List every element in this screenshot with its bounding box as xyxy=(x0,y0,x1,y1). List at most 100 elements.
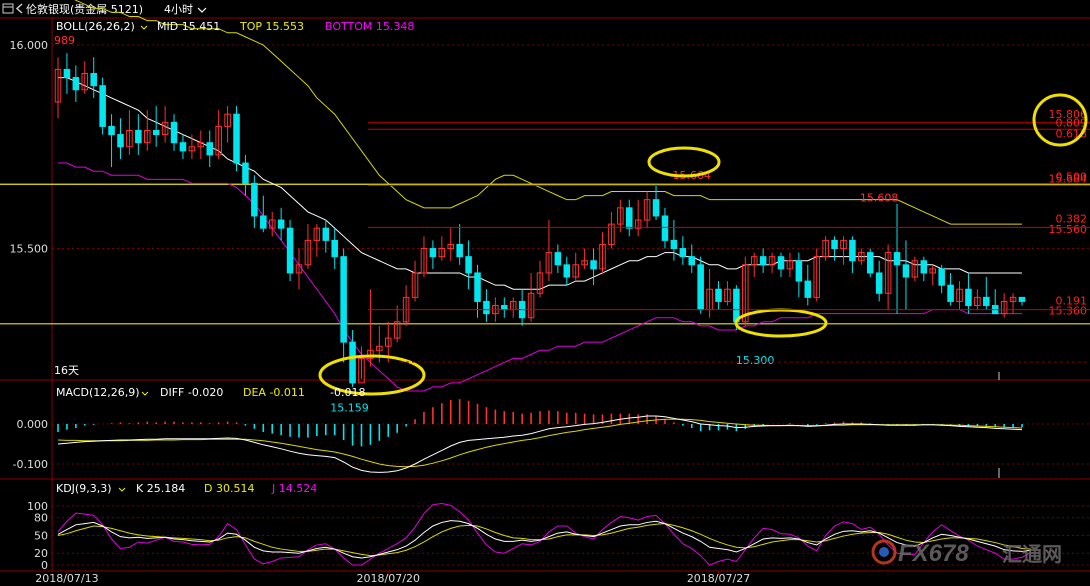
candle xyxy=(840,236,847,265)
candle xyxy=(911,256,919,282)
candle xyxy=(465,240,472,290)
candle-body xyxy=(822,239,829,258)
price-annotation: 15.159 xyxy=(330,401,369,414)
candle-body xyxy=(197,142,205,148)
candle xyxy=(72,65,80,102)
candle-body xyxy=(90,72,97,87)
candle xyxy=(983,277,990,310)
candle xyxy=(331,228,338,269)
boll-legend: BOLL(26,26,2) MID 15.451 TOP 15.553 BOTT… xyxy=(56,20,414,33)
candle-body xyxy=(599,243,606,270)
candle-body xyxy=(875,272,883,294)
candle xyxy=(590,248,597,286)
dea-line xyxy=(57,418,1023,468)
candle xyxy=(358,346,365,384)
fib-label: 0.191 xyxy=(1056,295,1088,308)
legend-chevron-icon[interactable] xyxy=(141,391,149,396)
candle xyxy=(304,224,312,269)
candle xyxy=(268,211,276,237)
candle xyxy=(99,77,106,135)
candle-body xyxy=(447,243,455,250)
candle-body xyxy=(63,68,71,79)
candle-body xyxy=(465,256,472,274)
candle-body xyxy=(313,227,321,241)
candle xyxy=(81,61,89,94)
legend-chevron-icon[interactable] xyxy=(118,487,126,492)
candle-body xyxy=(295,264,303,274)
kdj-legend-d: D 30.514 xyxy=(204,482,254,495)
boll-legend-bottom: BOTTOM 15.348 xyxy=(325,20,414,33)
candle-body xyxy=(974,296,981,307)
candle xyxy=(197,130,205,159)
fib-label: 0.809 xyxy=(1056,117,1088,130)
x-axis: 2018/07/13 2018/07/20 2018/07/27 xyxy=(35,571,750,585)
highlight-circle xyxy=(318,354,426,396)
candle-body xyxy=(152,129,160,136)
macd-panel: 0.000 -0.100 MACD(12,26,9) DIFF -0.020 DE… xyxy=(13,386,1090,478)
candle xyxy=(260,195,267,233)
candle xyxy=(554,244,562,273)
candle-body xyxy=(224,113,231,127)
candle xyxy=(697,256,704,314)
candle xyxy=(715,281,722,310)
candle xyxy=(518,289,526,326)
y-tick-label: 80 xyxy=(34,512,48,525)
j-line xyxy=(57,503,1032,566)
candle-body xyxy=(697,264,704,311)
candle xyxy=(875,260,883,302)
candle-body xyxy=(483,300,490,315)
candle xyxy=(179,134,187,159)
candle xyxy=(777,252,785,278)
legend-chevron-icon[interactable] xyxy=(140,25,148,30)
candle xyxy=(429,240,437,269)
kdj-legend-name: KDJ(9,3,3) xyxy=(56,482,112,495)
candle-body xyxy=(161,121,169,136)
candle-body xyxy=(322,227,330,241)
window-icon[interactable] xyxy=(2,3,14,14)
candle-body xyxy=(81,72,89,91)
candle xyxy=(661,207,669,249)
candle-body xyxy=(277,219,285,229)
candle xyxy=(170,114,178,151)
candle xyxy=(902,240,910,310)
candle xyxy=(893,203,901,314)
macd-legend-dea: DEA -0.011 xyxy=(243,386,305,399)
y-tick-label: 15.500 xyxy=(10,243,49,256)
candle xyxy=(634,199,642,237)
candle xyxy=(884,244,892,310)
candle xyxy=(822,236,829,261)
y-tick-label: 100 xyxy=(27,500,48,513)
y-tick-label: 0 xyxy=(41,559,48,572)
candle xyxy=(456,224,463,265)
candle-body xyxy=(233,113,240,164)
candle xyxy=(563,256,571,286)
header-bar: 伦敦银现(贵金属 5121) 4小时 xyxy=(0,0,1090,19)
candle xyxy=(402,285,410,326)
candle xyxy=(724,281,731,306)
chevron-down-icon[interactable] xyxy=(197,7,207,13)
x-tick-label: 2018/07/27 xyxy=(687,572,750,585)
highlight-circle xyxy=(647,146,721,178)
candle-body xyxy=(768,256,776,266)
candle-body xyxy=(688,256,696,266)
candle xyxy=(251,175,258,229)
fib-label: 15.684 xyxy=(1049,173,1088,186)
candle xyxy=(143,110,151,151)
candle xyxy=(1000,293,1008,318)
candle xyxy=(866,248,874,278)
candle-body xyxy=(661,215,669,241)
candle xyxy=(322,220,330,253)
candle xyxy=(670,220,678,261)
candle xyxy=(1018,296,1026,306)
candle-body xyxy=(527,292,535,319)
back-icon[interactable] xyxy=(15,3,23,14)
candle-body xyxy=(188,146,196,152)
candle-body xyxy=(456,243,463,258)
candle xyxy=(63,53,71,94)
candle xyxy=(474,264,481,318)
candle-body xyxy=(965,288,972,307)
candle-body xyxy=(331,239,338,258)
candle xyxy=(974,289,981,310)
period-selector[interactable]: 4小时 xyxy=(164,3,193,16)
